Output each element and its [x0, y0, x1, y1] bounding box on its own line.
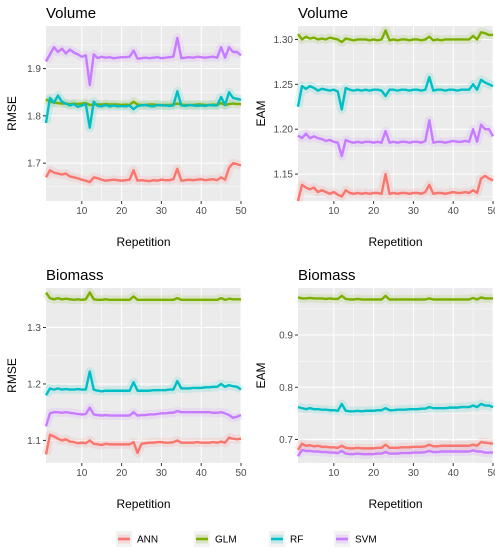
plot-area	[298, 26, 493, 201]
series-line-svm	[297, 119, 495, 158]
x-tick-label: 30	[156, 468, 168, 479]
y-axis-label: RMSE	[5, 96, 19, 131]
series-line-svm	[296, 448, 493, 457]
y-tick-label: 1.3	[27, 323, 41, 334]
x-axis-label: Repetition	[368, 497, 422, 511]
x-tick-label: 50	[487, 206, 495, 217]
y-tick-label: 1.15	[274, 170, 294, 181]
x-tick-label: 40	[448, 468, 460, 479]
x-tick-label: 30	[156, 206, 168, 217]
x-tick-label: 10	[76, 206, 88, 217]
y-tick-label: 0.8	[279, 383, 293, 394]
y-tick-label: 1.7	[27, 159, 41, 170]
series-line-ann	[44, 433, 242, 455]
x-tick-label: 50	[487, 468, 495, 479]
series-line-ann	[296, 440, 494, 451]
legend-label-ann: ANN	[137, 535, 158, 546]
series-line-rf	[297, 402, 494, 413]
x-axis-label: Repetition	[116, 235, 170, 249]
chart-panel-3: 10 20 30 40 50 1.1 1.2 1.3 Biomass Repetition RMSE	[5, 267, 247, 511]
y-tick-label: 0.7	[279, 435, 293, 446]
y-tick-label: 1.1	[27, 436, 41, 447]
y-axis-label: RMSE	[5, 358, 19, 393]
chart-title: Volume	[298, 5, 348, 22]
chart-panel-2: 10 20 30 40 50 1.15 1.20 1.25 1.30 Volume Repetiti…	[254, 5, 495, 249]
y-tick-label: 1.20	[274, 125, 294, 136]
series-line-svm	[44, 406, 242, 427]
chart-panel-1: 10 20 30 40 50 1.7 1.8 1.9 Volume Repetition RMSE	[5, 5, 247, 249]
y-tick-label: 1.30	[274, 35, 294, 46]
x-tick-label: 30	[408, 206, 420, 217]
x-axis-label: Repetition	[368, 235, 422, 249]
series-line-glm	[45, 291, 241, 302]
y-tick-label: 0.9	[279, 331, 293, 342]
x-tick-label: 20	[368, 468, 380, 479]
plot-area	[46, 288, 241, 463]
series-line-rf	[44, 90, 242, 129]
y-tick-label: 1.8	[27, 111, 41, 122]
x-tick-label: 40	[196, 206, 208, 217]
series-line-ann	[44, 161, 242, 184]
series-line-ann	[296, 172, 494, 202]
chart-title: Biomass	[298, 267, 356, 284]
y-axis-label: EAM	[254, 100, 268, 126]
legend-label-glm: GLM	[215, 535, 237, 546]
x-tick-label: 40	[196, 468, 208, 479]
x-tick-label: 50	[235, 468, 247, 479]
series-line-glm	[297, 294, 493, 301]
y-tick-label: 1.2	[27, 379, 41, 390]
chart-panel-4: 10 20 30 40 50 0.7 0.8 0.9 Biomass Repetition EAM	[254, 267, 495, 511]
x-tick-label: 50	[235, 206, 247, 217]
x-tick-label: 10	[328, 206, 340, 217]
x-tick-label: 10	[328, 468, 340, 479]
series-line-svm	[44, 36, 242, 87]
x-tick-label: 20	[116, 468, 128, 479]
plot-area	[298, 288, 493, 463]
legend-label-svm: SVM	[355, 535, 377, 546]
legend-label-rf: RF	[290, 535, 303, 546]
x-tick-label: 20	[368, 206, 380, 217]
chart-title: Biomass	[46, 267, 104, 284]
x-axis-label: Repetition	[116, 497, 170, 511]
chart-title: Volume	[46, 5, 96, 22]
series-line-rf	[44, 370, 242, 396]
series-line-glm	[297, 29, 493, 44]
x-tick-label: 40	[448, 206, 460, 217]
y-tick-label: 1.9	[27, 64, 41, 75]
x-tick-label: 10	[76, 468, 88, 479]
x-tick-label: 20	[116, 206, 128, 217]
y-tick-label: 1.25	[274, 80, 294, 91]
y-axis-label: EAM	[254, 362, 268, 388]
x-tick-label: 30	[408, 468, 420, 479]
legend: ANN GLM RF SVM	[116, 531, 377, 547]
series-line-rf	[296, 75, 494, 111]
